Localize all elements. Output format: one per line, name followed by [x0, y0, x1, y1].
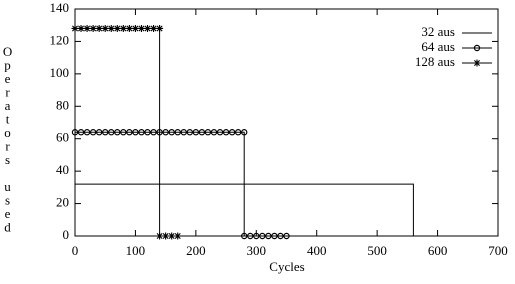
legend-marker	[473, 44, 481, 52]
x-tick-label: 400	[307, 243, 327, 258]
point	[210, 129, 218, 136]
y-tick-label: 80	[56, 97, 69, 112]
x-tick-label: 100	[126, 243, 146, 258]
point	[125, 24, 133, 32]
legend-label: 128 aus	[415, 54, 455, 69]
point	[108, 129, 115, 136]
y-tick-label: 100	[50, 65, 70, 80]
point	[253, 232, 260, 240]
point	[168, 129, 175, 136]
point	[240, 129, 248, 136]
y-tick-label: 40	[56, 162, 69, 177]
point	[204, 129, 212, 136]
point	[162, 129, 169, 136]
point	[95, 24, 103, 32]
point	[174, 232, 182, 240]
point	[174, 129, 181, 136]
y-tick-label: 140	[50, 0, 70, 15]
point	[137, 24, 145, 32]
point	[162, 232, 170, 240]
point	[247, 232, 254, 240]
point	[131, 24, 139, 32]
point	[101, 24, 109, 32]
point	[156, 232, 164, 240]
series-line	[75, 131, 287, 237]
point	[222, 129, 230, 136]
point	[283, 232, 290, 240]
y-tick-label: 60	[56, 130, 69, 145]
legend-label: 32 aus	[421, 24, 455, 39]
point	[234, 129, 242, 136]
point	[150, 24, 158, 32]
x-axis-label: Cycles	[269, 259, 304, 274]
point	[107, 24, 115, 32]
y-axis-label: Operators used	[0, 44, 15, 233]
series-line	[75, 183, 414, 236]
point	[113, 24, 121, 32]
point	[277, 232, 284, 240]
point	[240, 232, 248, 240]
point	[120, 129, 127, 136]
point	[83, 129, 91, 136]
point	[132, 129, 139, 136]
point	[102, 129, 109, 136]
x-tick-label: 600	[428, 243, 448, 258]
x-tick-label: 300	[247, 243, 267, 258]
point	[150, 129, 157, 136]
y-tick-label: 20	[56, 195, 69, 210]
point	[89, 129, 97, 136]
point	[259, 232, 266, 240]
point	[168, 232, 176, 240]
point	[216, 129, 224, 136]
y-tick-label: 0	[63, 227, 70, 242]
point	[138, 129, 145, 136]
point	[228, 129, 236, 136]
y-tick-label: 120	[50, 32, 70, 47]
point	[144, 129, 151, 136]
point	[271, 232, 278, 240]
point	[265, 232, 272, 240]
point	[119, 24, 127, 32]
point	[71, 24, 79, 32]
x-tick-label: 200	[186, 243, 206, 258]
point	[126, 129, 133, 136]
point	[77, 24, 85, 32]
legend-label: 64 aus	[421, 39, 455, 54]
point	[95, 129, 103, 136]
x-tick-label: 700	[488, 243, 508, 258]
point	[186, 129, 194, 136]
point	[89, 24, 97, 32]
point	[83, 24, 91, 32]
point	[114, 129, 121, 136]
point	[156, 24, 164, 32]
point	[180, 129, 187, 136]
point	[192, 129, 200, 136]
legend-marker	[473, 59, 481, 67]
x-tick-label: 500	[367, 243, 387, 258]
point	[71, 129, 79, 136]
point	[144, 24, 152, 32]
x-tick-label: 0	[72, 243, 79, 258]
point	[198, 129, 206, 136]
point	[77, 129, 85, 136]
